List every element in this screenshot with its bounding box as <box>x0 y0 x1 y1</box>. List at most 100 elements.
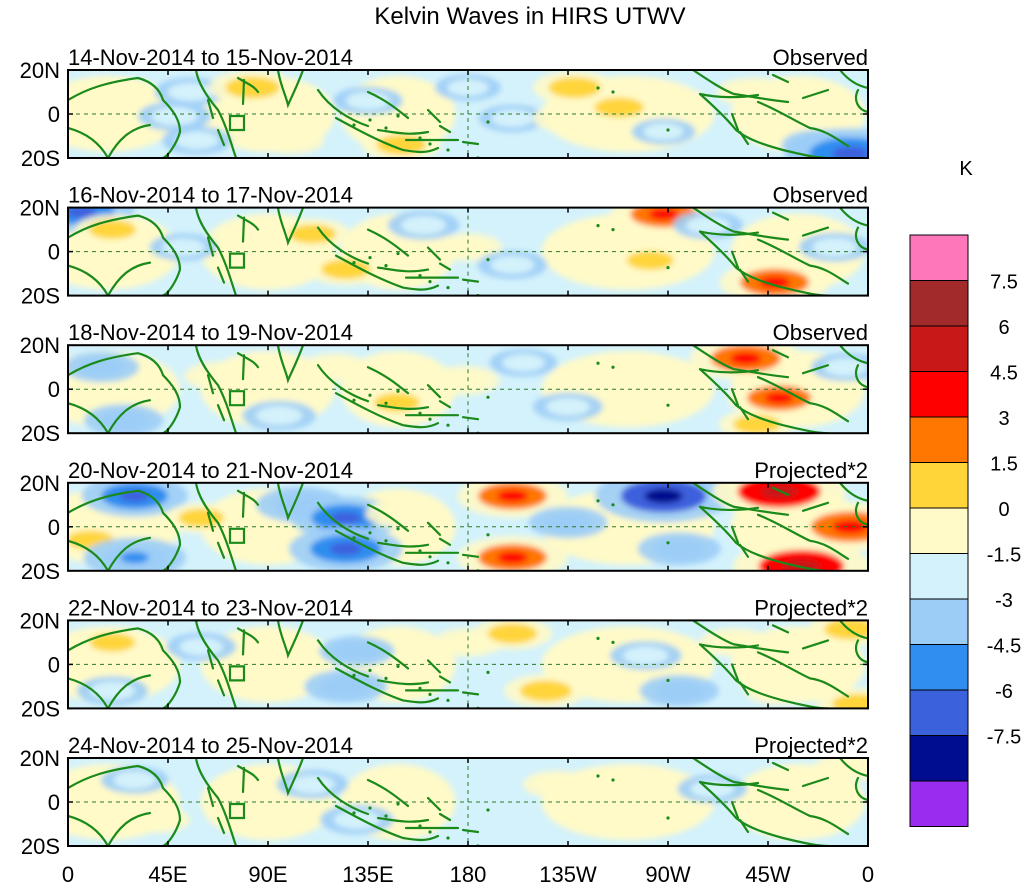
anomaly-blob <box>812 238 858 257</box>
coastline <box>68 539 110 571</box>
coastline <box>756 788 850 836</box>
island-dot <box>611 503 615 507</box>
island-dot <box>446 561 450 565</box>
anomaly-blob <box>535 775 579 794</box>
panel-kind: Observed <box>773 45 868 70</box>
coastline <box>771 73 830 100</box>
x-tick-label: 45E <box>148 862 187 887</box>
anomaly-blob <box>441 371 486 390</box>
anomaly-core <box>832 519 868 534</box>
anomaly-blob <box>77 357 125 377</box>
coastline <box>698 780 830 846</box>
panel-kind: Observed <box>773 183 868 208</box>
coastline <box>730 525 750 558</box>
island-dot <box>352 398 356 402</box>
y-tick-label: 0 <box>48 790 60 815</box>
y-tick-label: 20S <box>21 696 60 721</box>
coastline <box>68 814 110 846</box>
x-tick-label: 45W <box>745 862 790 887</box>
panel: 20N 0 20S 18-Nov-2014 to 19-Nov-2014 Observe… <box>20 320 869 446</box>
colorbar-label: 0 <box>998 499 1009 521</box>
colorbar-label: 6 <box>998 317 1009 339</box>
coastlines <box>68 345 868 434</box>
x-tick-label: 90E <box>248 862 287 887</box>
coastline <box>771 761 830 788</box>
coastline <box>730 388 750 421</box>
anomaly-blob <box>175 131 219 150</box>
island-dot <box>611 90 615 94</box>
anomaly-blob <box>197 367 241 385</box>
colorbar-label: 4.5 <box>990 363 1018 385</box>
colorbar-swatch <box>909 462 969 509</box>
island-dot <box>428 417 432 421</box>
coastline <box>698 92 760 99</box>
island-dot <box>486 395 490 399</box>
panel: 20N 0 20S 22-Nov-2014 to 23-Nov-2014 Project… <box>20 595 869 721</box>
coastline <box>68 264 110 296</box>
coastline <box>68 489 182 571</box>
coastline <box>376 659 452 686</box>
island-dot <box>418 136 422 140</box>
island-dot <box>396 527 400 531</box>
island-dot <box>446 286 450 290</box>
coastline <box>68 126 110 158</box>
anomaly-blob <box>288 224 337 244</box>
colorbar-label: 7.5 <box>990 272 1018 294</box>
anomaly-blob <box>690 779 735 798</box>
island-dot <box>384 264 388 268</box>
coastline <box>404 551 480 558</box>
coastline <box>376 246 452 273</box>
coastline <box>730 112 750 146</box>
colorbar-units: K <box>959 158 973 180</box>
colorbar-swatch <box>909 735 969 782</box>
coastline <box>691 345 790 379</box>
coastline <box>838 70 868 90</box>
coastline <box>194 482 238 571</box>
island-dot <box>396 389 400 393</box>
anomaly-blob <box>491 109 534 128</box>
coastline <box>276 345 305 384</box>
coastline <box>334 529 440 566</box>
island-dot <box>428 142 432 146</box>
panel: 20N 0 20S 20-Nov-2014 to 21-Nov-2014 Project… <box>20 458 869 584</box>
island-dot <box>384 126 388 130</box>
coastline <box>334 667 440 704</box>
panel: 20N 0 20S 16-Nov-2014 to 17-Nov-2014 Observe… <box>20 183 869 309</box>
coastline <box>106 811 152 846</box>
anomaly-blob <box>88 220 137 240</box>
coastline <box>698 230 830 296</box>
coastline <box>68 677 110 709</box>
coastline <box>194 758 238 846</box>
x-tick-label: 180 <box>450 862 487 887</box>
panel-date-range: 18-Nov-2014 to 19-Nov-2014 <box>68 320 353 345</box>
coastline <box>206 236 226 284</box>
coastline <box>276 70 305 109</box>
island-dot <box>418 411 422 415</box>
island-dot <box>384 814 388 818</box>
coastline <box>376 521 452 548</box>
coastline <box>756 100 850 148</box>
coastline <box>316 88 410 128</box>
coastline <box>334 804 440 842</box>
island-dot <box>384 539 388 543</box>
coastline <box>756 376 850 423</box>
anomaly-blob <box>290 775 335 794</box>
coastline <box>404 276 480 283</box>
anomaly-blob <box>623 646 669 665</box>
island-dot <box>418 686 422 690</box>
panel-date-range: 20-Nov-2014 to 21-Nov-2014 <box>68 458 353 483</box>
coastline <box>698 643 760 649</box>
reference-box <box>228 252 246 269</box>
island-dot <box>368 256 372 260</box>
coastline <box>838 345 868 365</box>
colorbar-swatch <box>909 598 969 645</box>
coastline <box>194 70 238 158</box>
colorbar-swatch <box>909 553 969 600</box>
coastline <box>316 226 410 265</box>
panel-stack: 20N 0 20S 14-Nov-2014 to 15-Nov-2014 Observe… <box>20 45 869 859</box>
colorbar-swatch <box>909 234 969 281</box>
island-dot <box>428 280 432 284</box>
anomaly-core <box>644 488 683 504</box>
anomaly-blob <box>178 508 225 528</box>
coastline <box>68 214 182 296</box>
